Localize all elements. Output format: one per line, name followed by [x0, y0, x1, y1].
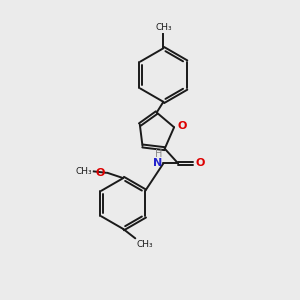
Text: CH₃: CH₃ [75, 167, 92, 176]
Text: O: O [177, 121, 187, 131]
Text: O: O [196, 158, 205, 168]
Text: CH₃: CH₃ [136, 240, 153, 249]
Text: CH₃: CH₃ [155, 23, 172, 32]
Text: O: O [95, 168, 104, 178]
Text: H: H [155, 148, 162, 159]
Text: N: N [153, 158, 162, 168]
